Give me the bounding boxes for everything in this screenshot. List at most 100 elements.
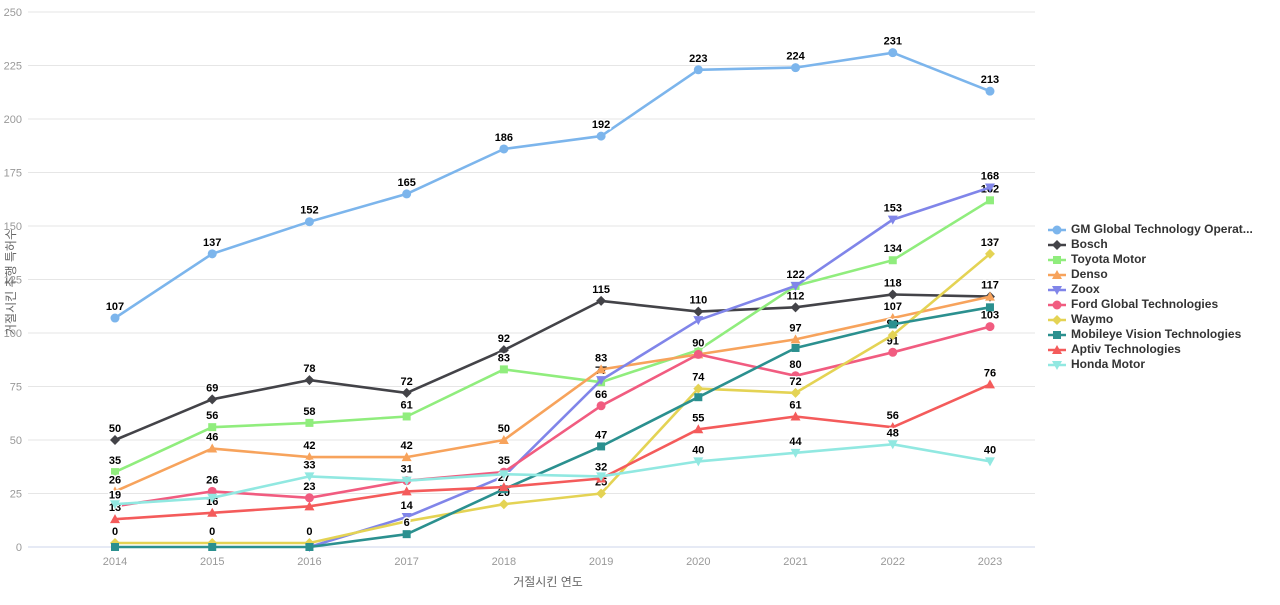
- legend-item-ford-global-technologies[interactable]: Ford Global Technologies: [1048, 297, 1253, 312]
- data-point-marker[interactable]: [791, 371, 801, 381]
- data-point-marker[interactable]: [888, 320, 897, 329]
- legend-item-mobileye-vision-technologies[interactable]: Mobileye Vision Technologies: [1048, 327, 1253, 342]
- data-point-label: 153: [884, 203, 902, 215]
- data-point-marker[interactable]: [596, 295, 607, 306]
- data-point-label: 117: [981, 280, 999, 292]
- data-point-marker[interactable]: [111, 543, 119, 551]
- data-point-marker[interactable]: [402, 189, 412, 199]
- legend-item-bosch[interactable]: Bosch: [1048, 237, 1253, 252]
- data-point-marker[interactable]: [887, 440, 898, 450]
- data-point-marker[interactable]: [985, 196, 994, 205]
- data-point-marker[interactable]: [693, 316, 704, 326]
- data-point-marker[interactable]: [693, 383, 704, 394]
- data-point-marker[interactable]: [499, 365, 508, 374]
- data-point-marker[interactable]: [984, 248, 995, 259]
- data-point-marker[interactable]: [596, 401, 606, 411]
- data-point-marker[interactable]: [304, 472, 315, 482]
- data-point-marker[interactable]: [401, 387, 412, 398]
- data-point-marker[interactable]: [110, 500, 120, 510]
- data-point-marker[interactable]: [790, 448, 801, 458]
- data-point-marker[interactable]: [207, 249, 217, 259]
- data-point-marker[interactable]: [887, 215, 898, 225]
- data-point-marker[interactable]: [790, 334, 801, 344]
- data-point-marker[interactable]: [693, 65, 703, 75]
- data-point-marker[interactable]: [596, 376, 607, 386]
- data-point-marker[interactable]: [304, 217, 314, 227]
- data-point-marker[interactable]: [110, 435, 120, 445]
- data-point-marker[interactable]: [401, 452, 412, 462]
- data-point-marker[interactable]: [693, 306, 704, 317]
- data-point-marker[interactable]: [984, 291, 995, 301]
- data-point-marker[interactable]: [110, 486, 120, 496]
- data-point-marker[interactable]: [887, 313, 898, 323]
- legend-item-denso[interactable]: Denso: [1048, 267, 1253, 282]
- data-point-marker[interactable]: [791, 343, 800, 352]
- data-point-marker[interactable]: [985, 86, 995, 96]
- data-point-marker[interactable]: [693, 349, 703, 359]
- data-point-marker[interactable]: [984, 183, 995, 193]
- data-point-marker[interactable]: [985, 322, 995, 332]
- data-point-marker[interactable]: [305, 418, 314, 427]
- data-point-marker[interactable]: [304, 493, 314, 503]
- data-point-marker[interactable]: [401, 476, 412, 486]
- legend-item-aptiv-technologies[interactable]: Aptiv Technologies: [1048, 342, 1253, 357]
- x-tick-label: 2021: [783, 556, 807, 568]
- x-tick-label: 2019: [589, 556, 613, 568]
- data-point-marker[interactable]: [888, 347, 898, 357]
- data-point-marker[interactable]: [207, 443, 218, 453]
- data-point-marker[interactable]: [596, 364, 607, 374]
- x-tick-label: 2014: [103, 556, 127, 568]
- data-point-marker[interactable]: [402, 530, 411, 539]
- data-point-marker[interactable]: [597, 442, 606, 451]
- data-point-marker[interactable]: [888, 48, 898, 58]
- data-point-marker[interactable]: [984, 379, 995, 389]
- data-point-marker[interactable]: [887, 422, 898, 432]
- data-point-marker[interactable]: [207, 493, 218, 503]
- data-point-marker[interactable]: [498, 345, 509, 356]
- legend-item-toyota-motor[interactable]: Toyota Motor: [1048, 252, 1253, 267]
- data-point-marker[interactable]: [887, 330, 898, 341]
- data-point-marker[interactable]: [887, 289, 898, 300]
- data-point-marker[interactable]: [207, 394, 218, 405]
- data-point-marker[interactable]: [111, 468, 119, 477]
- data-point-marker[interactable]: [985, 303, 994, 312]
- data-point-marker[interactable]: [596, 472, 607, 482]
- legend-item-label: Ford Global Technologies: [1071, 297, 1219, 311]
- data-point-marker[interactable]: [207, 486, 217, 496]
- data-point-marker[interactable]: [888, 256, 897, 265]
- data-point-marker[interactable]: [401, 486, 412, 496]
- data-point-marker[interactable]: [596, 131, 606, 141]
- data-point-marker[interactable]: [693, 457, 704, 467]
- data-point-marker[interactable]: [984, 457, 995, 467]
- legend-item-gm-global-technology-operat-[interactable]: GM Global Technology Operat...: [1048, 222, 1253, 237]
- legend-item-zoox[interactable]: Zoox: [1048, 282, 1253, 297]
- data-point-marker[interactable]: [498, 499, 509, 510]
- data-point-marker[interactable]: [499, 144, 509, 154]
- data-point-marker[interactable]: [110, 514, 120, 524]
- data-point-marker[interactable]: [790, 302, 801, 313]
- data-point-label: 80: [789, 359, 801, 371]
- data-point-marker[interactable]: [596, 488, 607, 499]
- data-point-marker[interactable]: [790, 411, 801, 421]
- data-point-marker[interactable]: [790, 387, 801, 398]
- data-point-marker[interactable]: [305, 543, 314, 551]
- legend-marker-icon: [1048, 360, 1066, 370]
- data-point-marker[interactable]: [790, 281, 801, 291]
- data-point-marker[interactable]: [304, 501, 315, 511]
- legend-item-honda-motor[interactable]: Honda Motor: [1048, 357, 1253, 372]
- data-point-marker[interactable]: [791, 63, 801, 73]
- data-point-marker[interactable]: [402, 412, 411, 421]
- legend-item-waymo[interactable]: Waymo: [1048, 312, 1253, 327]
- data-point-marker[interactable]: [208, 543, 217, 551]
- data-point-marker[interactable]: [693, 424, 704, 434]
- data-point-marker[interactable]: [207, 507, 218, 517]
- data-point-marker[interactable]: [498, 482, 509, 492]
- data-point-marker[interactable]: [498, 470, 509, 480]
- data-point-marker[interactable]: [208, 423, 217, 432]
- data-point-marker[interactable]: [401, 516, 412, 527]
- data-point-marker[interactable]: [304, 452, 315, 462]
- data-point-marker[interactable]: [110, 313, 120, 323]
- data-point-marker[interactable]: [694, 393, 703, 402]
- data-point-marker[interactable]: [498, 435, 509, 444]
- data-point-marker[interactable]: [304, 375, 315, 386]
